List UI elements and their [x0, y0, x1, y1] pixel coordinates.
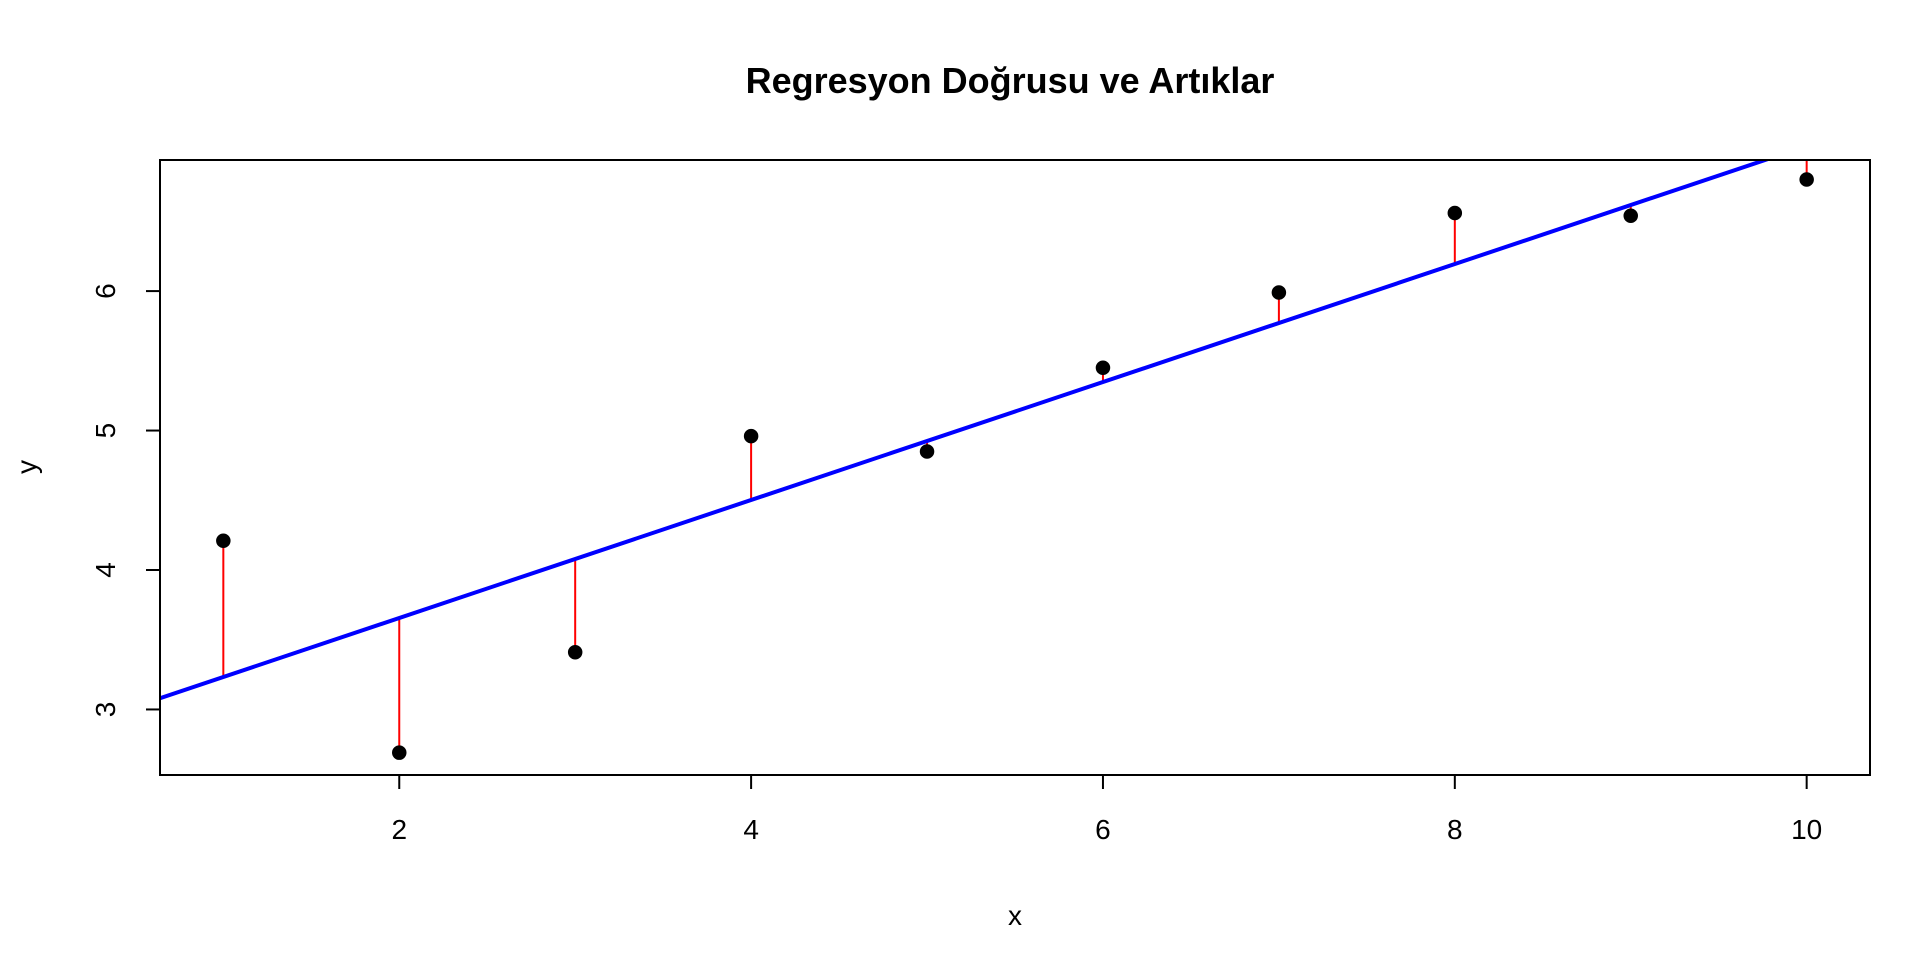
residual-lines-group: [222, 160, 1808, 753]
y-tick-label: 3: [90, 702, 121, 718]
x-tick-label: 6: [1095, 814, 1111, 845]
data-points-group: [216, 172, 1814, 760]
plot-frame: [159, 159, 1871, 776]
data-point: [1447, 205, 1463, 221]
x-tick-label: 4: [743, 814, 759, 845]
data-point: [1799, 172, 1814, 187]
data-point: [919, 444, 935, 459]
y-tick-label: 6: [90, 283, 121, 299]
data-point: [1623, 208, 1638, 224]
y-tick-label: 5: [90, 423, 121, 439]
regression-line: [160, 160, 1772, 701]
data-point: [1095, 360, 1111, 376]
x-axis-label: x: [1008, 900, 1022, 931]
data-point: [743, 428, 759, 444]
data-point: [1271, 285, 1287, 300]
chart-title: Regresyon Doğrusu ve Artıklar: [746, 60, 1275, 101]
y-tick-label: 4: [90, 562, 121, 578]
x-axis: 2 4 6 8 10: [391, 774, 1822, 845]
x-tick-label: 2: [391, 814, 407, 845]
x-tick-label: 8: [1447, 814, 1463, 845]
y-axis: 3 4 5 6: [90, 283, 161, 718]
x-tick-label: 10: [1791, 814, 1822, 845]
y-axis-label: y: [11, 460, 42, 474]
data-point: [392, 745, 407, 760]
regression-line-group: [160, 160, 1772, 701]
data-point: [216, 533, 231, 548]
data-point: [567, 645, 583, 660]
